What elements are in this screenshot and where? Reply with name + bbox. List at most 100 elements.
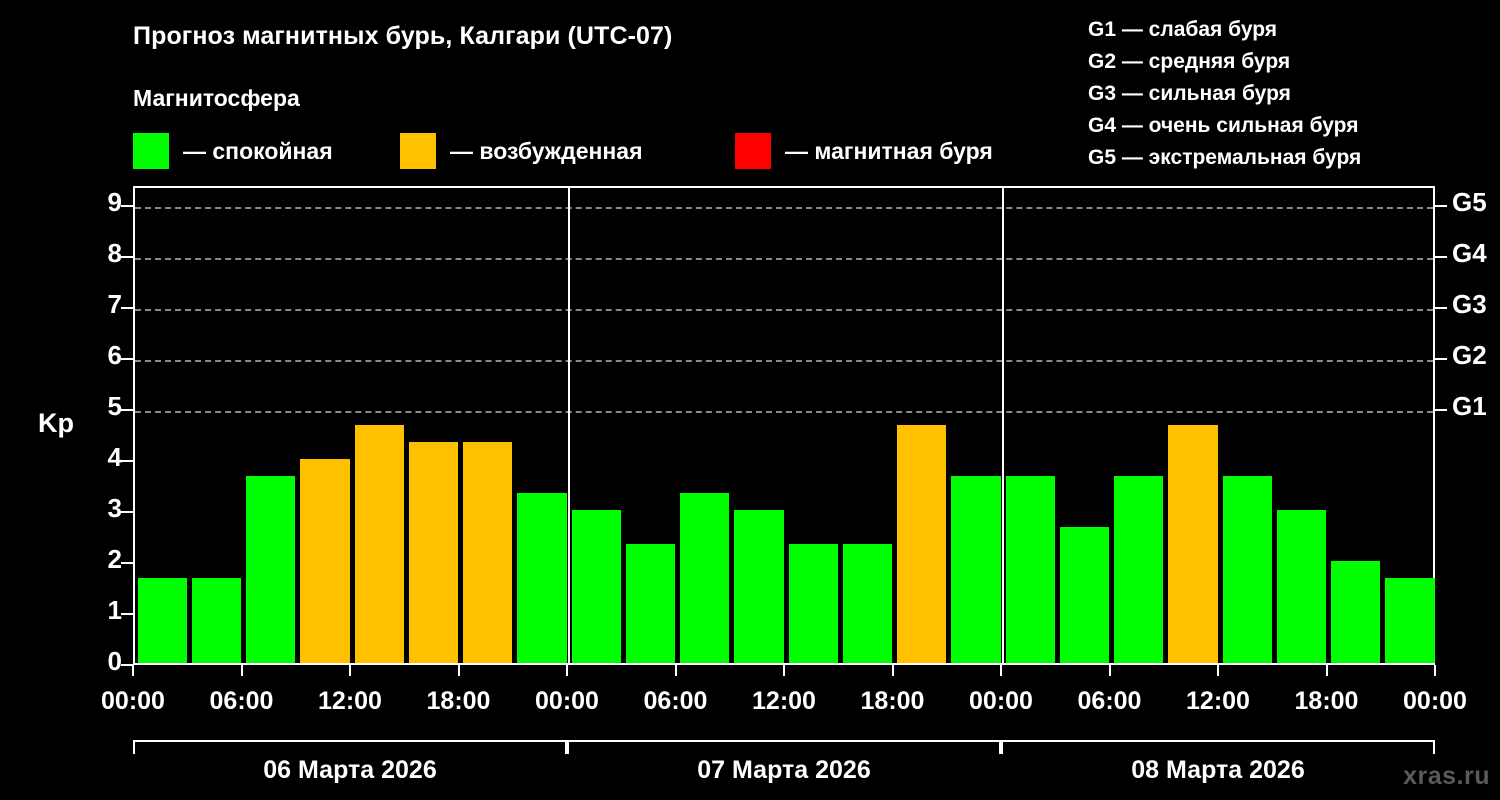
bar-kp [191,577,241,663]
y-axis-tick-label: 5 [107,391,122,422]
x-axis-tick-mark [1434,665,1436,676]
g-axis-tick-mark [1435,205,1447,208]
x-axis-tick-label: 00:00 [101,687,165,715]
x-axis-tick-label: 00:00 [1403,687,1467,715]
day-separator-line [1002,188,1004,663]
x-axis-tick-label: 06:00 [209,687,274,715]
x-axis-tick-label: 00:00 [535,687,599,715]
bar-kp [734,510,784,663]
magnetosphere-legend-item-quiet: — спокойная [133,131,333,171]
plot-area [133,186,1435,665]
gridline-kp-7 [135,309,1433,312]
y-axis-tick-label: 9 [107,187,122,218]
y-axis-tick-mark [121,460,133,463]
y-axis-title: Kp [38,408,74,438]
day-range-bracket [567,740,1001,754]
storm-scale-legend-row-5: G5 — экстремальная буря [1088,146,1362,169]
g-axis-label-g1: G1 [1452,391,1487,422]
bar-kp [680,493,730,663]
bar-kp [897,425,947,663]
x-axis-tick-label: 18:00 [1294,687,1359,715]
y-axis-tick-mark [121,205,133,208]
legend-swatch-unsettled [400,133,436,169]
x-axis-tick-label: 06:00 [1077,687,1142,715]
storm-scale-legend: G1 — слабая буря G2 — средняя буря G3 — си… [1066,14,1486,174]
page-title: Прогноз магнитных бурь, Калгари (UTC-07) [133,22,673,50]
storm-scale-legend-row-4: G4 — очень сильная буря [1088,114,1359,137]
bar-kp [1385,577,1435,663]
x-axis-tick-mark [1000,665,1002,676]
gridline-kp-5 [135,411,1433,414]
bar-kp [1005,476,1055,663]
g-axis-tick-mark [1435,307,1447,310]
magnetosphere-legend-item-unsettled: — возбужденная [400,131,643,171]
bar-kp [1059,526,1109,663]
day-range-bracket [1001,740,1435,754]
g-axis-label-g2: G2 [1452,340,1487,371]
bar-kp [571,510,621,663]
bar-kp [951,476,1001,663]
storm-scale-legend-row-3: G3 — сильная буря [1088,82,1291,105]
x-axis-tick-mark [349,665,351,676]
bar-kp [1222,476,1272,663]
bar-kp [788,544,838,663]
day-label: 07 Марта 2026 [697,756,871,784]
bar-kp [1276,510,1326,663]
y-axis-tick-mark [121,562,133,565]
gridline-kp-9 [135,207,1433,210]
bar-kp [1114,476,1164,663]
legend-label-quiet: — спокойная [183,137,333,164]
bar-kp [137,577,187,663]
x-axis-tick-mark [240,665,243,676]
y-axis-tick-label: 4 [107,442,122,473]
storm-scale-legend-row-2: G2 — средняя буря [1088,50,1291,73]
x-axis-tick-mark [891,665,894,676]
bar-kp [1331,561,1381,663]
y-axis-tick-mark [121,307,133,310]
magnetosphere-legend: — спокойная — возбужденная — магнитная бур… [133,131,1033,171]
x-axis-tick-label: 18:00 [860,687,925,715]
y-axis-tick-mark [121,256,133,259]
x-axis-tick-label: 12:00 [752,687,816,715]
bar-kp [1168,425,1218,663]
magnetosphere-legend-item-storm: — магнитная буря [735,131,993,171]
y-axis-tick-label: 0 [107,646,122,676]
legend-swatch-storm [735,133,771,169]
bar-kp [246,476,296,663]
y-axis-tick-mark [121,511,133,514]
y-axis-tick-label: 7 [107,289,122,320]
bar-kp [408,442,458,663]
y-axis-tick-mark [121,613,133,616]
y-axis-tick-mark [121,664,133,666]
gridline-kp-6 [135,360,1433,363]
watermark: xras.ru [1403,762,1490,790]
x-axis-tick-label: 06:00 [643,687,708,715]
bar-kp [354,425,404,663]
bar-kp [625,544,675,663]
x-axis-tick-label: 18:00 [426,687,491,715]
bar-kp [517,493,567,663]
bar-kp [300,459,350,663]
day-label: 08 Марта 2026 [1131,756,1305,784]
x-axis-tick-mark [132,665,134,676]
gridline-kp-8 [135,258,1433,261]
g-axis-tick-mark [1435,358,1447,361]
legend-swatch-quiet [133,133,169,169]
x-axis-tick-label: 12:00 [1186,687,1250,715]
g-axis-label-g4: G4 [1452,238,1487,269]
x-axis-tick-mark [566,665,568,676]
x-axis-tick-mark [457,665,460,676]
legend-label-unsettled: — возбужденная [450,137,643,164]
bar-kp [463,442,513,663]
day-separator-line [568,188,570,663]
g-axis-label-g5: G5 [1452,187,1487,218]
y-axis-tick-label: 6 [107,340,122,371]
y-axis-tick-label: 2 [107,544,122,575]
y-axis-tick-label: 3 [107,493,122,524]
g-axis-tick-mark [1435,409,1447,412]
x-axis-tick-mark [674,665,677,676]
day-range-bracket [133,740,567,754]
x-axis-tick-mark [1108,665,1111,676]
bar-kp [842,544,892,663]
